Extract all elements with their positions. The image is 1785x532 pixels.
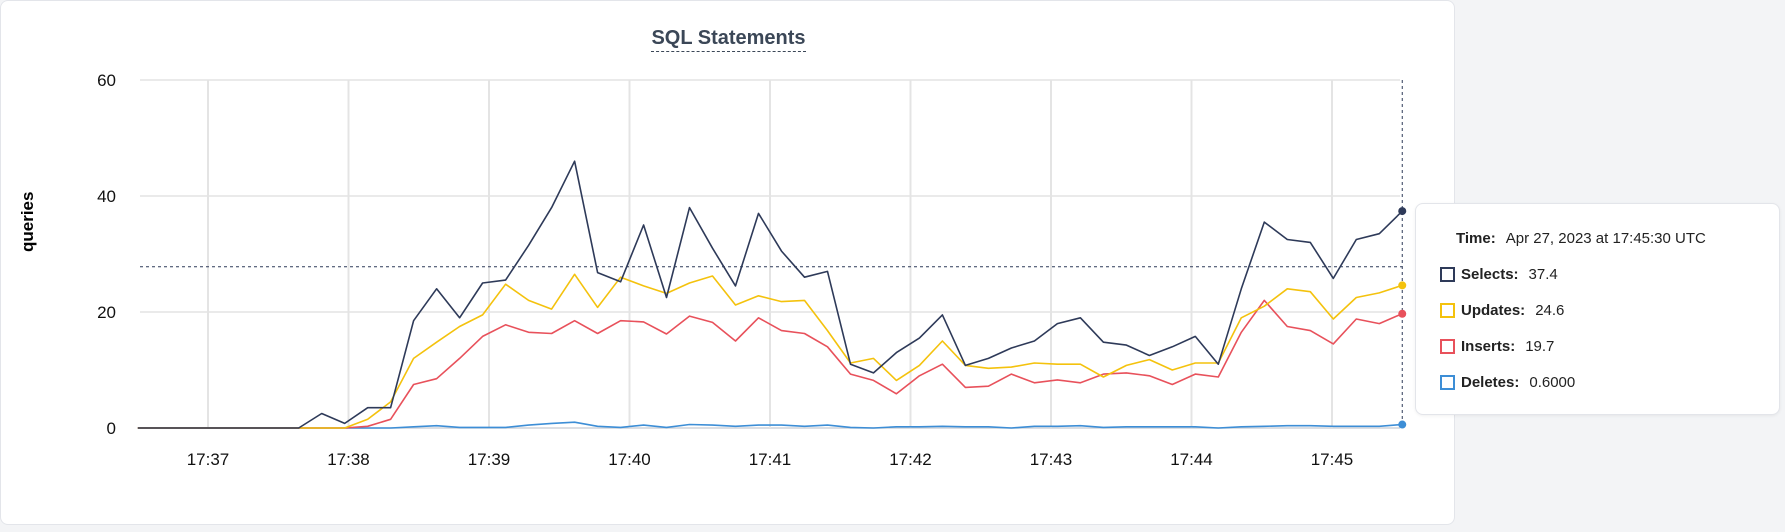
tooltip-series-value: 37.4 [1528, 265, 1558, 283]
x-tick-label: 17:41 [749, 450, 792, 469]
legend-swatch-icon [1440, 266, 1455, 282]
legend-swatch-icon [1440, 302, 1455, 318]
tooltip-row-selects: Selects: 37.4 [1440, 262, 1558, 286]
tooltip-series-value: 24.6 [1535, 301, 1565, 319]
hover-tooltip: Time: Apr 27, 2023 at 17:45:30 UTC Selec… [1415, 203, 1780, 415]
x-tick-label: 17:44 [1170, 450, 1213, 469]
y-tick-label: 0 [107, 419, 116, 438]
tooltip-series-label: Updates: [1461, 301, 1526, 319]
hover-point-deletes [1398, 420, 1407, 429]
tooltip-time-row: Time: Apr 27, 2023 at 17:45:30 UTC [1456, 226, 1706, 250]
tooltip-series-value: 0.6000 [1529, 373, 1576, 391]
x-tick-label: 17:39 [468, 450, 511, 469]
series-line-inserts [137, 299, 1403, 429]
hover-point-selects [1398, 207, 1407, 216]
chart-title: SQL Statements [1, 27, 1456, 52]
line-chart[interactable]: 0 20 40 60 17:37 17:38 17:39 17:40 17:41 17:42 17:… [0, 0, 1455, 525]
tooltip-series-label: Inserts: [1461, 337, 1516, 355]
series-line-updates [137, 273, 1403, 429]
hover-point-inserts [1398, 309, 1407, 318]
chart-card: SQL Statements [0, 0, 1455, 525]
y-tick-label: 20 [97, 303, 116, 322]
legend-swatch-icon [1440, 338, 1455, 354]
y-tick-label: 60 [97, 71, 116, 90]
legend-swatch-icon [1440, 374, 1455, 390]
x-tick-label: 17:40 [608, 450, 651, 469]
tooltip-time-label: Time: [1456, 229, 1496, 247]
tooltip-row-updates: Updates: 24.6 [1440, 298, 1564, 322]
x-tick-label: 17:37 [187, 450, 230, 469]
hover-point-updates [1398, 281, 1407, 290]
y-axis-label: queries [18, 191, 37, 252]
tooltip-time-value: Apr 27, 2023 at 17:45:30 UTC [1505, 229, 1706, 247]
tooltip-row-inserts: Inserts: 19.7 [1440, 334, 1554, 358]
x-tick-label: 17:42 [889, 450, 932, 469]
tooltip-series-value: 19.7 [1525, 337, 1555, 355]
tooltip-series-label: Selects: [1461, 265, 1519, 283]
x-tick-label: 17:45 [1311, 450, 1354, 469]
x-tick-label: 17:38 [327, 450, 370, 469]
tooltip-series-label: Deletes: [1461, 373, 1520, 391]
series-line-selects [137, 160, 1403, 429]
chart-title-text[interactable]: SQL Statements [651, 27, 806, 52]
tooltip-row-deletes: Deletes: 0.6000 [1440, 370, 1575, 394]
y-tick-label: 40 [97, 187, 116, 206]
x-tick-label: 17:43 [1030, 450, 1073, 469]
